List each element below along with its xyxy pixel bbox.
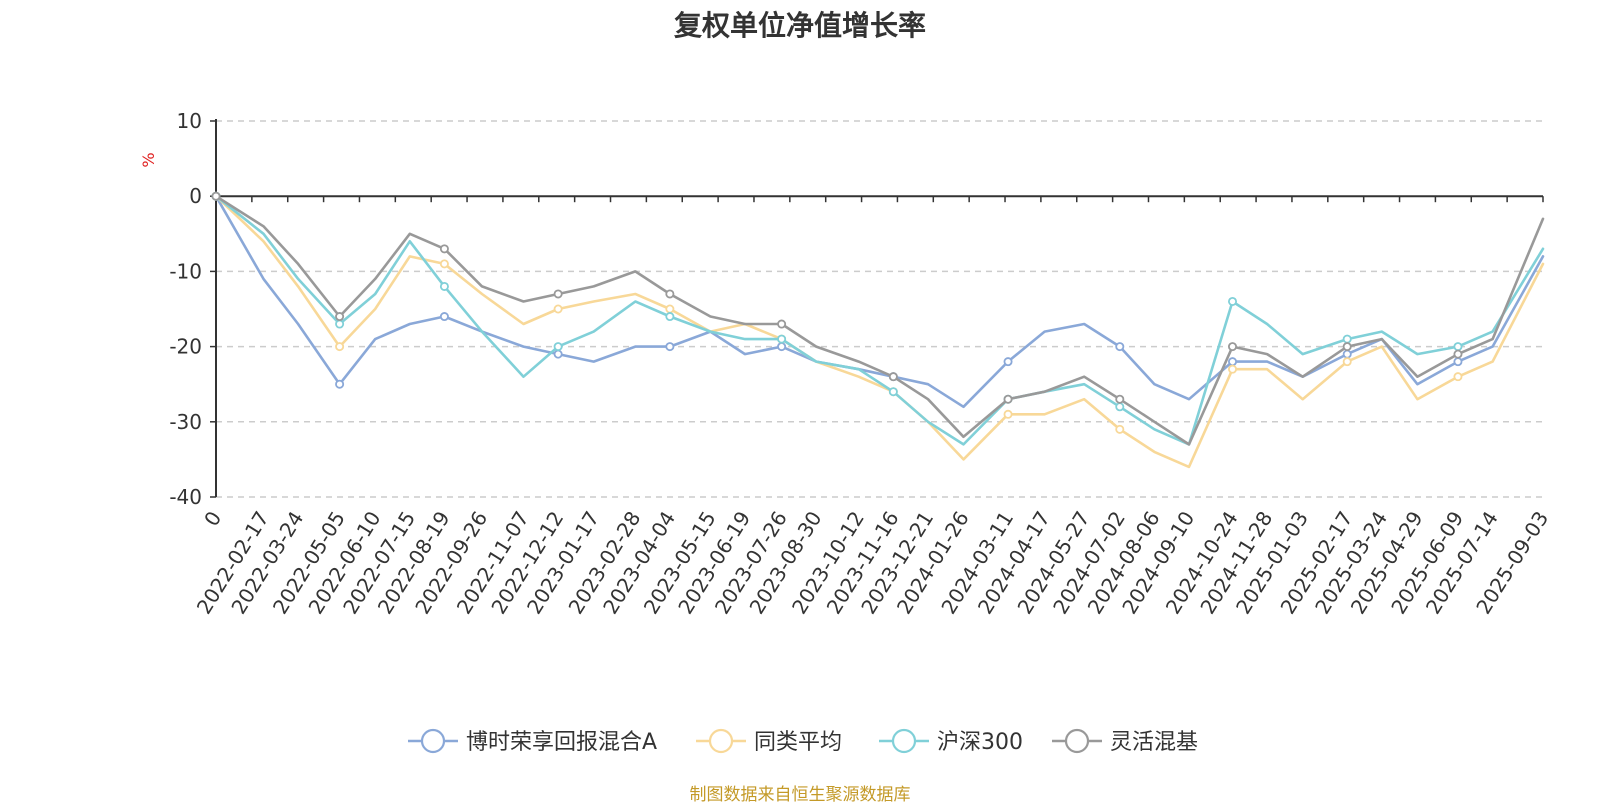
series-point: [1453, 357, 1463, 367]
series-point: [439, 244, 449, 254]
series-point: [1228, 364, 1238, 374]
legend-marker: [891, 728, 917, 754]
series-point: [335, 342, 345, 352]
series-point: [1228, 342, 1238, 352]
legend-marker: [420, 728, 446, 754]
legend-marker: [708, 728, 734, 754]
series-point: [1003, 357, 1013, 367]
legend: 博时荣享回报混合A 同类平均 沪深300 灵活混基: [408, 728, 1198, 755]
series-line: [214, 194, 1545, 469]
series-point: [553, 342, 563, 352]
series-point: [1342, 342, 1352, 352]
series-point: [335, 312, 345, 322]
series-point: [1115, 402, 1125, 412]
series-point: [439, 259, 449, 269]
series-point: [1115, 342, 1125, 352]
x-tick-label: 0: [199, 507, 226, 531]
series-line: [214, 194, 1545, 446]
series-point: [1453, 342, 1463, 352]
series-point: [1115, 394, 1125, 404]
legend-label: 沪深300: [937, 730, 1023, 755]
y-axis-unit: %: [139, 152, 158, 167]
legend-label: 灵活混基: [1110, 730, 1198, 755]
series-line: [214, 194, 1545, 446]
legend-label: 同类平均: [754, 730, 842, 755]
y-tick-label: -30: [169, 410, 202, 434]
y-tick-label: 0: [189, 184, 202, 208]
series-point: [1342, 334, 1352, 344]
data-source-note: 制图数据来自恒生聚源数据库: [689, 785, 911, 805]
y-tick-label: -10: [169, 259, 202, 283]
series-point: [777, 334, 787, 344]
grid-lines: [216, 120, 1543, 498]
series-point: [1228, 296, 1238, 306]
series-point: [888, 387, 898, 397]
chart-title: 复权单位净值增长率: [673, 9, 926, 42]
series-line: [214, 194, 1545, 409]
series-point: [335, 379, 345, 389]
y-tick-label: -40: [169, 485, 202, 509]
series-point: [777, 342, 787, 352]
series-point: [439, 312, 449, 322]
y-tick-label: -20: [169, 335, 202, 359]
series-lines: [211, 191, 1545, 469]
legend-label: 博时荣享回报混合A: [466, 730, 657, 755]
series-point: [1453, 349, 1463, 359]
series-point: [665, 312, 675, 322]
series-point: [211, 191, 221, 201]
series-point: [1003, 409, 1013, 419]
series-point: [553, 349, 563, 359]
series-point: [553, 289, 563, 299]
series-point: [777, 319, 787, 329]
series-point: [665, 304, 675, 314]
series-point: [1228, 357, 1238, 367]
series-point: [1115, 424, 1125, 434]
series-point: [665, 342, 675, 352]
series-point: [1342, 349, 1352, 359]
series-point: [1003, 394, 1013, 404]
series-point: [1453, 372, 1463, 382]
series-point: [335, 319, 345, 329]
series-point: [553, 304, 563, 314]
legend-marker: [1064, 728, 1090, 754]
y-tick-label: 10: [177, 109, 202, 133]
series-point: [439, 281, 449, 291]
series-point: [888, 372, 898, 382]
series-point: [1342, 357, 1352, 367]
series-point: [665, 289, 675, 299]
